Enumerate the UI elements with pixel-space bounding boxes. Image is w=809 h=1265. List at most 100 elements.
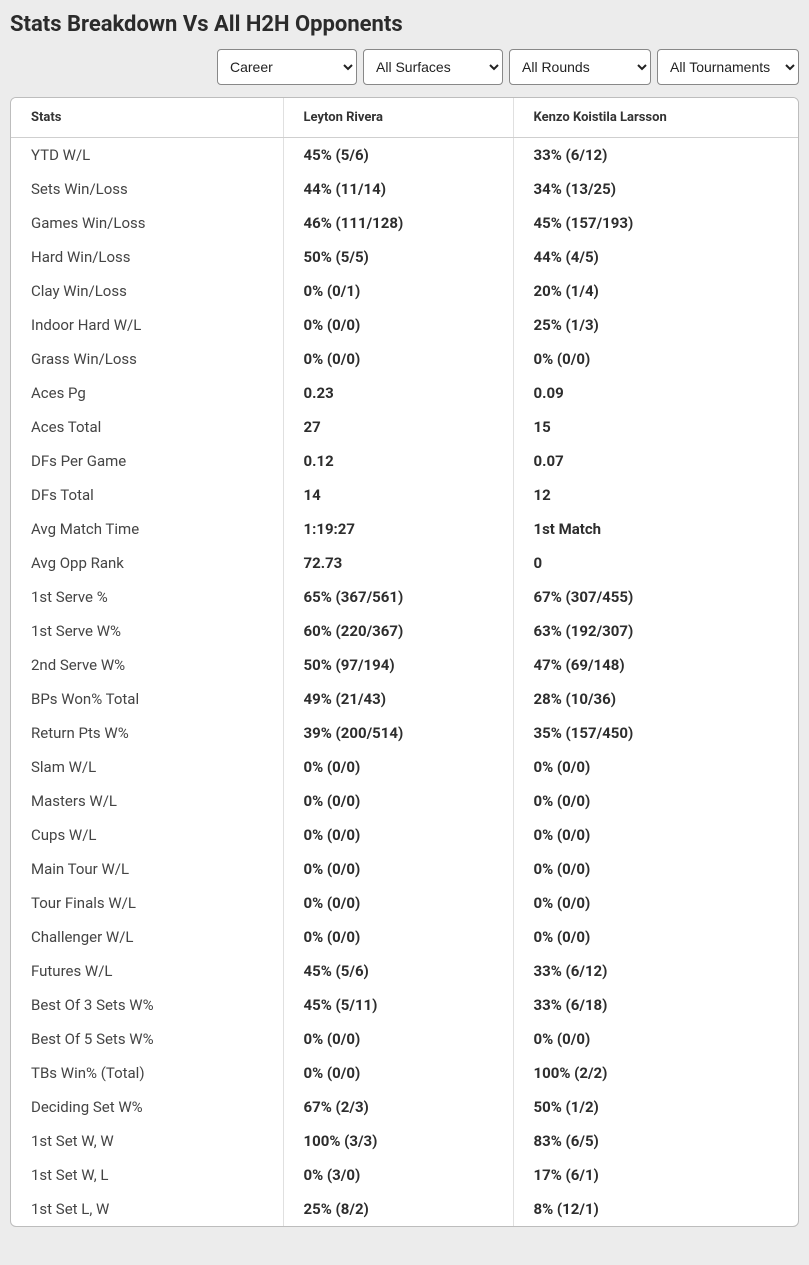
stat-value-player1: 1:19:27	[283, 512, 513, 546]
stat-label: TBs Win% (Total)	[11, 1056, 283, 1090]
stat-value-player1: 0% (0/0)	[283, 852, 513, 886]
stat-value-player2: 0% (0/0)	[513, 818, 798, 852]
stats-table: Stats Leyton Rivera Kenzo Koistila Larss…	[11, 98, 798, 1226]
table-row: Avg Match Time1:19:271st Match	[11, 512, 798, 546]
stat-value-player2: 100% (2/2)	[513, 1056, 798, 1090]
table-row: Slam W/L0% (0/0)0% (0/0)	[11, 750, 798, 784]
stat-value-player2: 0% (0/0)	[513, 750, 798, 784]
stat-label: Challenger W/L	[11, 920, 283, 954]
stat-value-player1: 65% (367/561)	[283, 580, 513, 614]
stat-value-player1: 45% (5/11)	[283, 988, 513, 1022]
table-row: Futures W/L45% (5/6)33% (6/12)	[11, 954, 798, 988]
stat-value-player2: 33% (6/18)	[513, 988, 798, 1022]
stat-value-player2: 0% (0/0)	[513, 342, 798, 376]
stat-label: Clay Win/Loss	[11, 274, 283, 308]
table-row: Tour Finals W/L0% (0/0)0% (0/0)	[11, 886, 798, 920]
stat-value-player2: 0% (0/0)	[513, 784, 798, 818]
stat-label: Avg Opp Rank	[11, 546, 283, 580]
stat-value-player1: 72.73	[283, 546, 513, 580]
stat-value-player1: 39% (200/514)	[283, 716, 513, 750]
table-row: DFs Per Game0.120.07	[11, 444, 798, 478]
filter-bar: Career All Surfaces All Rounds All Tourn…	[10, 49, 799, 85]
stat-value-player2: 44% (4/5)	[513, 240, 798, 274]
stat-label: YTD W/L	[11, 138, 283, 173]
table-row: Masters W/L0% (0/0)0% (0/0)	[11, 784, 798, 818]
tournament-select[interactable]: All Tournaments	[657, 49, 799, 85]
table-row: 1st Set L, W25% (8/2)8% (12/1)	[11, 1192, 798, 1226]
stat-label: Slam W/L	[11, 750, 283, 784]
table-row: 1st Set W, L0% (3/0)17% (6/1)	[11, 1158, 798, 1192]
stat-value-player2: 1st Match	[513, 512, 798, 546]
stat-value-player1: 0% (0/1)	[283, 274, 513, 308]
stat-label: Best Of 3 Sets W%	[11, 988, 283, 1022]
table-row: Clay Win/Loss0% (0/1)20% (1/4)	[11, 274, 798, 308]
period-select[interactable]: Career	[217, 49, 357, 85]
stat-label: 1st Set L, W	[11, 1192, 283, 1226]
stat-value-player1: 0% (0/0)	[283, 1056, 513, 1090]
stat-value-player2: 45% (157/193)	[513, 206, 798, 240]
stat-value-player2: 25% (1/3)	[513, 308, 798, 342]
table-row: 2nd Serve W%50% (97/194)47% (69/148)	[11, 648, 798, 682]
stat-value-player2: 34% (13/25)	[513, 172, 798, 206]
stat-label: 1st Set W, L	[11, 1158, 283, 1192]
stat-value-player1: 0% (0/0)	[283, 308, 513, 342]
table-row: 1st Set W, W100% (3/3)83% (6/5)	[11, 1124, 798, 1158]
stat-value-player2: 28% (10/36)	[513, 682, 798, 716]
stat-value-player2: 47% (69/148)	[513, 648, 798, 682]
table-row: BPs Won% Total49% (21/43)28% (10/36)	[11, 682, 798, 716]
stat-value-player1: 25% (8/2)	[283, 1192, 513, 1226]
stat-value-player2: 0.09	[513, 376, 798, 410]
stat-label: Aces Total	[11, 410, 283, 444]
stat-value-player2: 50% (1/2)	[513, 1090, 798, 1124]
stat-label: 2nd Serve W%	[11, 648, 283, 682]
table-row: Hard Win/Loss50% (5/5)44% (4/5)	[11, 240, 798, 274]
stat-label: Deciding Set W%	[11, 1090, 283, 1124]
table-row: Avg Opp Rank72.730	[11, 546, 798, 580]
table-row: DFs Total1412	[11, 478, 798, 512]
stat-value-player2: 67% (307/455)	[513, 580, 798, 614]
stat-label: Futures W/L	[11, 954, 283, 988]
stat-label: Main Tour W/L	[11, 852, 283, 886]
stat-label: Return Pts W%	[11, 716, 283, 750]
stat-label: 1st Serve W%	[11, 614, 283, 648]
stat-value-player1: 67% (2/3)	[283, 1090, 513, 1124]
round-select[interactable]: All Rounds	[509, 49, 651, 85]
stat-value-player2: 63% (192/307)	[513, 614, 798, 648]
stat-value-player1: 50% (97/194)	[283, 648, 513, 682]
col-header-player1: Leyton Rivera	[283, 98, 513, 138]
stat-label: Cups W/L	[11, 818, 283, 852]
stat-value-player2: 8% (12/1)	[513, 1192, 798, 1226]
stat-value-player1: 27	[283, 410, 513, 444]
stat-value-player1: 0.23	[283, 376, 513, 410]
stat-value-player1: 0% (0/0)	[283, 920, 513, 954]
stat-label: Grass Win/Loss	[11, 342, 283, 376]
table-row: Deciding Set W%67% (2/3)50% (1/2)	[11, 1090, 798, 1124]
table-row: Aces Total2715	[11, 410, 798, 444]
table-row: Main Tour W/L0% (0/0)0% (0/0)	[11, 852, 798, 886]
stat-label: Tour Finals W/L	[11, 886, 283, 920]
stat-value-player1: 46% (111/128)	[283, 206, 513, 240]
stat-value-player2: 35% (157/450)	[513, 716, 798, 750]
stat-value-player1: 0% (0/0)	[283, 784, 513, 818]
col-header-stats: Stats	[11, 98, 283, 138]
surface-select[interactable]: All Surfaces	[363, 49, 503, 85]
table-row: TBs Win% (Total)0% (0/0)100% (2/2)	[11, 1056, 798, 1090]
table-row: Grass Win/Loss0% (0/0)0% (0/0)	[11, 342, 798, 376]
table-row: 1st Serve W%60% (220/367)63% (192/307)	[11, 614, 798, 648]
stat-value-player2: 33% (6/12)	[513, 138, 798, 173]
stat-value-player2: 17% (6/1)	[513, 1158, 798, 1192]
stat-label: 1st Serve %	[11, 580, 283, 614]
stats-table-wrap: Stats Leyton Rivera Kenzo Koistila Larss…	[10, 97, 799, 1227]
table-header-row: Stats Leyton Rivera Kenzo Koistila Larss…	[11, 98, 798, 138]
stat-label: DFs Total	[11, 478, 283, 512]
table-row: YTD W/L45% (5/6)33% (6/12)	[11, 138, 798, 173]
stat-value-player2: 33% (6/12)	[513, 954, 798, 988]
table-row: Best Of 5 Sets W%0% (0/0)0% (0/0)	[11, 1022, 798, 1056]
stat-value-player1: 0% (3/0)	[283, 1158, 513, 1192]
stat-label: BPs Won% Total	[11, 682, 283, 716]
stat-value-player2: 20% (1/4)	[513, 274, 798, 308]
stat-value-player1: 60% (220/367)	[283, 614, 513, 648]
table-row: Challenger W/L0% (0/0)0% (0/0)	[11, 920, 798, 954]
stat-value-player2: 15	[513, 410, 798, 444]
stat-value-player1: 44% (11/14)	[283, 172, 513, 206]
